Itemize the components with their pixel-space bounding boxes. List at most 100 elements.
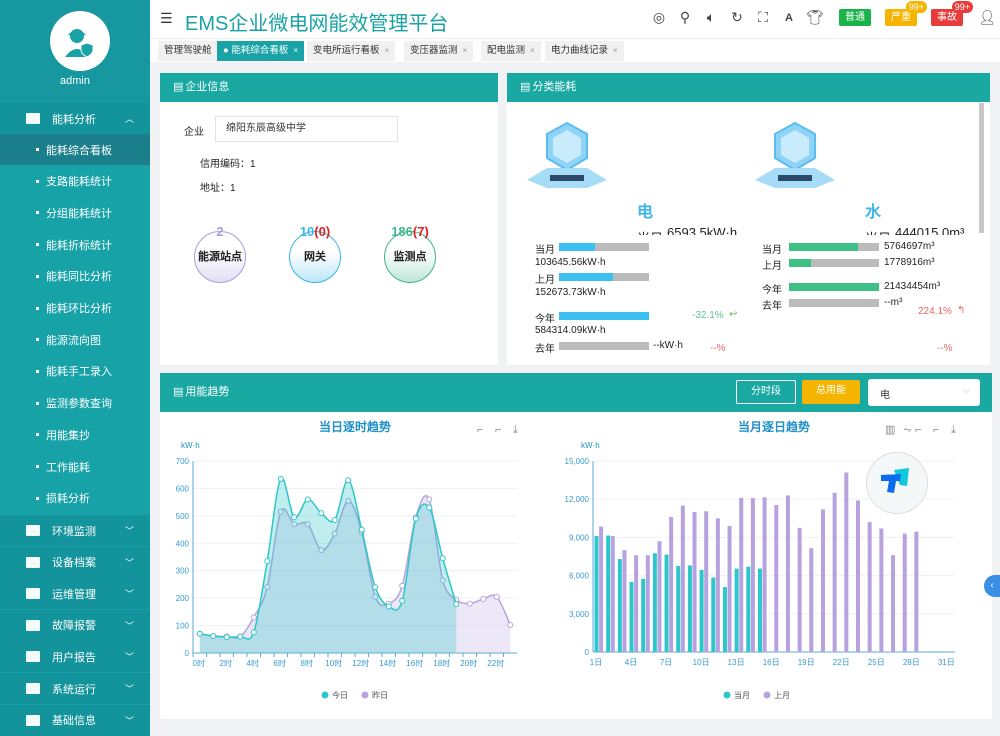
sidebar-group-energy-analysis[interactable]: 能耗分析 ︿ [0, 103, 150, 134]
data-point[interactable] [331, 516, 338, 523]
data-point[interactable] [385, 603, 392, 610]
tab[interactable]: 管理驾驶舱 [158, 41, 218, 61]
fullscreen-icon[interactable]: ⛶ [758, 9, 768, 25]
data-point[interactable] [318, 547, 325, 554]
data-point[interactable] [264, 584, 271, 591]
tab[interactable]: 电力曲线记录 × [545, 41, 624, 61]
alarm-button[interactable]: 严重 99+ [885, 1, 927, 26]
sidebar-item[interactable]: 能耗同比分析 [0, 261, 150, 292]
legend-marker[interactable] [361, 691, 369, 699]
bar[interactable] [797, 527, 802, 652]
bar[interactable] [622, 550, 627, 652]
bar[interactable] [739, 497, 744, 652]
bar[interactable] [891, 555, 896, 652]
data-point[interactable] [372, 584, 379, 591]
sidebar-group[interactable]: 系统运行 ﹀ [0, 673, 150, 704]
menu-toggle-icon[interactable]: ☰ [160, 10, 173, 26]
avatar[interactable] [50, 11, 110, 71]
volume-icon[interactable]: 🔈︎ [706, 9, 716, 25]
sidebar-item[interactable]: 分组能耗统计 [0, 197, 150, 228]
bar[interactable] [785, 495, 790, 652]
alarm-button[interactable]: 普通 [839, 9, 871, 26]
data-point[interactable] [493, 593, 500, 600]
refresh-icon[interactable]: ↻ [731, 9, 743, 25]
bar[interactable] [914, 531, 919, 652]
sidebar-group[interactable]: 环境监测 ﹀ [0, 515, 150, 546]
bar[interactable] [704, 511, 709, 652]
help-icon[interactable]: ◎ [652, 9, 666, 25]
bar[interactable] [699, 569, 704, 652]
data-point[interactable] [210, 632, 217, 639]
period-button[interactable]: 分时段 [736, 380, 796, 404]
data-point[interactable] [372, 593, 379, 600]
download-icon[interactable]: ⤓ [513, 424, 518, 436]
data-point[interactable] [480, 595, 487, 602]
legend-label[interactable]: 上月 [774, 691, 790, 700]
bar[interactable] [774, 504, 779, 652]
energy-type-select[interactable]: 电 ⌵ [868, 379, 980, 406]
user-icon[interactable]: 👤︎ [978, 9, 996, 25]
data-point[interactable] [223, 634, 230, 641]
data-point[interactable] [412, 515, 419, 522]
bar[interactable] [599, 526, 604, 652]
bar[interactable] [762, 497, 767, 652]
bar[interactable] [879, 528, 884, 652]
legend-marker[interactable] [321, 691, 329, 699]
close-icon[interactable]: × [384, 46, 390, 55]
bar[interactable] [832, 492, 837, 652]
data-point[interactable] [291, 521, 298, 528]
sidebar-group[interactable]: 运维管理 ﹀ [0, 578, 150, 610]
bar[interactable] [867, 522, 872, 652]
bar[interactable] [746, 566, 751, 652]
legend-label[interactable]: 昨日 [372, 690, 388, 700]
side-collapse-button[interactable]: ‹ [984, 575, 1000, 597]
close-icon[interactable]: × [613, 46, 618, 55]
data-point[interactable] [291, 514, 298, 521]
sidebar-item[interactable]: 损耗分析 [0, 483, 150, 514]
bar[interactable] [727, 525, 732, 652]
bar[interactable] [617, 559, 622, 652]
search-icon[interactable]: ⚲ [679, 9, 691, 25]
data-point[interactable] [345, 477, 352, 484]
sidebar-item[interactable]: 能耗环比分析 [0, 293, 150, 324]
bar[interactable] [711, 577, 716, 652]
legend-label[interactable]: 今日 [332, 690, 348, 700]
close-icon[interactable]: × [462, 46, 468, 55]
total-energy-button[interactable]: 总用能 [802, 380, 860, 404]
data-point[interactable] [264, 558, 271, 565]
bar[interactable] [809, 548, 814, 652]
bar[interactable] [629, 581, 634, 652]
tab[interactable]: 变电所运行看板 × [307, 41, 396, 61]
sidebar-group[interactable]: 基础信息 ﹀ [0, 704, 150, 736]
legend-label[interactable]: 当月 [734, 690, 750, 700]
bar[interactable] [657, 541, 662, 652]
bar[interactable] [606, 535, 611, 652]
bar[interactable] [692, 511, 697, 652]
data-point[interactable] [426, 504, 433, 511]
toolbox-icon[interactable]: ⌐ [477, 424, 483, 436]
data-point[interactable] [507, 622, 514, 629]
sidebar-item[interactable]: 监测参数查询 [0, 388, 150, 419]
data-point[interactable] [250, 614, 257, 621]
bar[interactable] [652, 553, 657, 652]
bar[interactable] [634, 555, 639, 652]
data-point[interactable] [399, 582, 406, 589]
data-point[interactable] [453, 601, 460, 608]
data-point[interactable] [426, 496, 433, 503]
alarm-button[interactable]: 事故 99+ [931, 1, 973, 26]
bar[interactable] [645, 555, 650, 652]
legend-marker[interactable] [723, 691, 731, 699]
bar[interactable] [902, 533, 907, 652]
data-point[interactable] [237, 633, 244, 640]
data-point[interactable] [318, 510, 325, 517]
data-point[interactable] [466, 600, 473, 607]
data-point[interactable] [439, 555, 446, 562]
data-point[interactable] [304, 496, 311, 503]
bar[interactable] [687, 565, 692, 652]
bar[interactable] [594, 536, 599, 652]
sidebar-item[interactable]: 能耗折标统计 [0, 229, 150, 260]
line-chart-icon[interactable]: ⏦ [903, 424, 912, 436]
data-point[interactable] [196, 630, 203, 637]
data-point[interactable] [331, 530, 338, 537]
sidebar-item[interactable]: 能耗手工录入 [0, 356, 150, 387]
